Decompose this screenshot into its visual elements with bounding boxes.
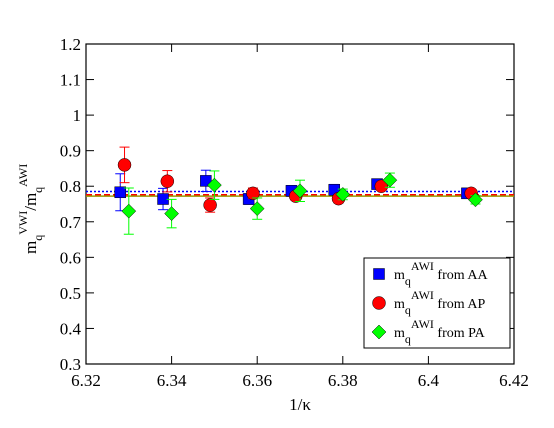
label-part: q: [405, 274, 411, 288]
x-tick-label: 6.42: [499, 371, 529, 390]
label-part: AWI: [411, 288, 434, 302]
legend-marker: [371, 324, 387, 340]
label-part: q: [405, 332, 411, 346]
label-part: from PA: [434, 326, 486, 341]
label-part: q: [31, 187, 45, 193]
label-part: AWI: [411, 317, 434, 331]
point: [121, 203, 137, 219]
point: [246, 186, 260, 201]
label-part: q: [405, 303, 411, 317]
point: [117, 158, 132, 172]
legend-box: [363, 257, 511, 349]
y-tick-label: 0.6: [60, 248, 81, 267]
label-part: q: [31, 235, 45, 241]
x-axis-label: 1/κ: [289, 395, 311, 414]
y-tick-label: 0.9: [60, 142, 81, 161]
label-part: m: [394, 326, 405, 341]
point: [207, 177, 222, 193]
label-part: AWI: [16, 164, 30, 187]
point: [292, 183, 308, 199]
y-tick-label: 1.1: [60, 71, 81, 90]
y-axis-label: mqVWI/mqAWI: [16, 164, 45, 254]
label-part: /m: [21, 193, 40, 211]
point: [160, 174, 175, 188]
y-tick-label: 1.2: [60, 35, 81, 54]
point: [468, 192, 483, 208]
plot-frame: [85, 43, 515, 365]
legend-label: mqAWI from AP: [394, 288, 485, 317]
x-tick-label: 6.34: [157, 371, 187, 390]
y-tick-label: 1: [73, 106, 82, 125]
label-part: from AA: [434, 268, 489, 283]
label-part: AWI: [411, 259, 434, 273]
legend-label: mqAWI from AA: [394, 259, 488, 288]
point: [374, 179, 389, 193]
legend-marker: [372, 296, 386, 310]
label-part: m: [21, 241, 40, 254]
label-part: m: [394, 297, 405, 312]
y-tick-label: 0.3: [60, 355, 81, 374]
label-part: VWI: [16, 211, 30, 235]
x-tick-label: 6.4: [418, 371, 440, 390]
point: [335, 187, 351, 202]
point: [382, 172, 398, 188]
legend-marker: [373, 268, 385, 280]
y-tick-label: 0.7: [60, 213, 82, 232]
label-part: m: [394, 268, 405, 283]
y-tick-label: 0.5: [60, 284, 81, 303]
x-tick-label: 6.38: [328, 371, 358, 390]
point: [164, 206, 179, 221]
x-tick-label: 6.36: [242, 371, 272, 390]
x-tick-label: 6.32: [71, 371, 101, 390]
point: [114, 186, 126, 199]
y-tick-label: 0.8: [60, 177, 81, 196]
point: [203, 198, 217, 212]
y-tick-label: 0.4: [60, 319, 82, 338]
label-part: from AP: [434, 297, 486, 312]
legend-label: mqAWI from PA: [394, 317, 486, 346]
point: [249, 201, 265, 216]
